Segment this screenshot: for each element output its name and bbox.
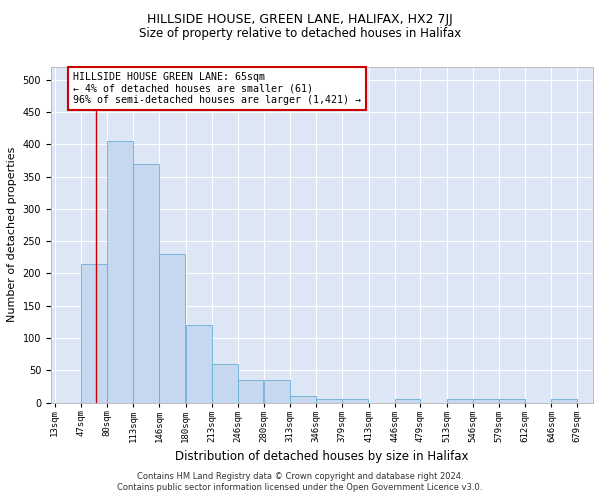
Bar	[133, 164, 159, 402]
Bar	[264, 380, 290, 402]
Bar	[447, 400, 473, 402]
Bar	[316, 400, 342, 402]
Bar	[551, 400, 577, 402]
Bar	[186, 325, 212, 402]
X-axis label: Distribution of detached houses by size in Halifax: Distribution of detached houses by size …	[175, 450, 469, 463]
Bar	[107, 141, 133, 403]
Text: Size of property relative to detached houses in Halifax: Size of property relative to detached ho…	[139, 28, 461, 40]
Text: Contains public sector information licensed under the Open Government Licence v3: Contains public sector information licen…	[118, 484, 482, 492]
Text: HILLSIDE HOUSE, GREEN LANE, HALIFAX, HX2 7JJ: HILLSIDE HOUSE, GREEN LANE, HALIFAX, HX2…	[147, 12, 453, 26]
Bar	[159, 254, 185, 402]
Bar	[395, 400, 421, 402]
Bar	[238, 380, 263, 402]
Y-axis label: Number of detached properties: Number of detached properties	[7, 147, 17, 322]
Text: HILLSIDE HOUSE GREEN LANE: 65sqm
← 4% of detached houses are smaller (61)
96% of: HILLSIDE HOUSE GREEN LANE: 65sqm ← 4% of…	[73, 72, 361, 105]
Text: Contains HM Land Registry data © Crown copyright and database right 2024.: Contains HM Land Registry data © Crown c…	[137, 472, 463, 481]
Bar	[499, 400, 525, 402]
Bar	[82, 264, 107, 402]
Bar	[212, 364, 238, 403]
Bar	[290, 396, 316, 402]
Bar	[473, 400, 499, 402]
Bar	[342, 400, 368, 402]
